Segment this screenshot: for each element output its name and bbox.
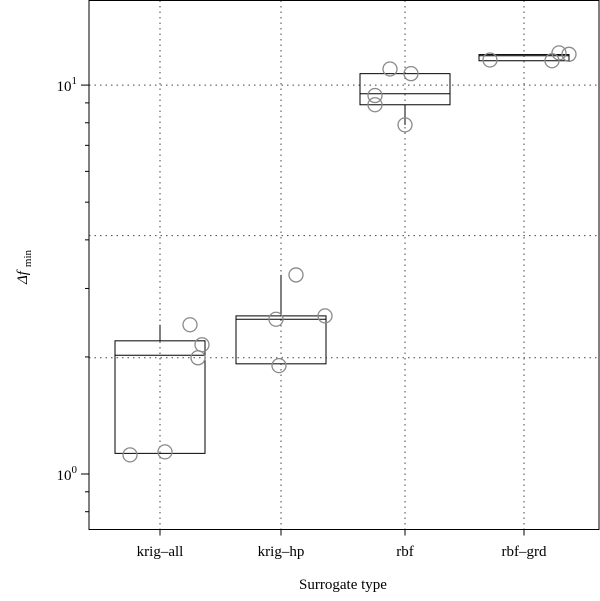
data-points <box>122 45 577 463</box>
x-tick-label: rbf <box>396 544 414 560</box>
data-point <box>367 97 383 113</box>
data-point <box>122 447 138 463</box>
data-point <box>182 317 198 333</box>
x-tick-label: rbf–grd <box>502 544 547 560</box>
data-point <box>190 350 206 366</box>
data-point <box>194 337 210 353</box>
y-tick-label: 101 <box>57 75 78 95</box>
box <box>478 54 570 62</box>
box <box>114 340 206 454</box>
data-point <box>561 46 577 62</box>
data-point <box>157 444 173 460</box>
box <box>359 73 451 106</box>
data-point <box>271 357 287 374</box>
y-axis-ticks: 100 101 <box>57 75 89 513</box>
data-point <box>482 52 498 68</box>
x-tick-label: krig–hp <box>258 544 305 560</box>
data-point <box>317 308 333 324</box>
boxes <box>114 54 570 454</box>
data-point <box>403 66 419 82</box>
data-point <box>288 267 304 283</box>
y-axis-title: Δf min <box>15 249 34 285</box>
y-tick-label: 100 <box>57 464 78 484</box>
grid-lines <box>89 0 599 530</box>
y-axis-title-main: Δf <box>15 269 31 285</box>
plot-frame <box>88 0 600 530</box>
data-point <box>367 87 383 104</box>
x-axis-ticks: krig–all krig–hp rbf rbf–grd <box>137 529 547 560</box>
x-axis-title: Surrogate type <box>299 577 387 593</box>
data-point <box>551 45 567 61</box>
x-tick-label: krig–all <box>137 544 184 560</box>
y-axis-title-sub: min <box>22 249 34 267</box>
data-point <box>382 61 398 77</box>
data-point <box>397 117 413 133</box>
data-point <box>268 311 284 327</box>
box <box>235 315 327 365</box>
